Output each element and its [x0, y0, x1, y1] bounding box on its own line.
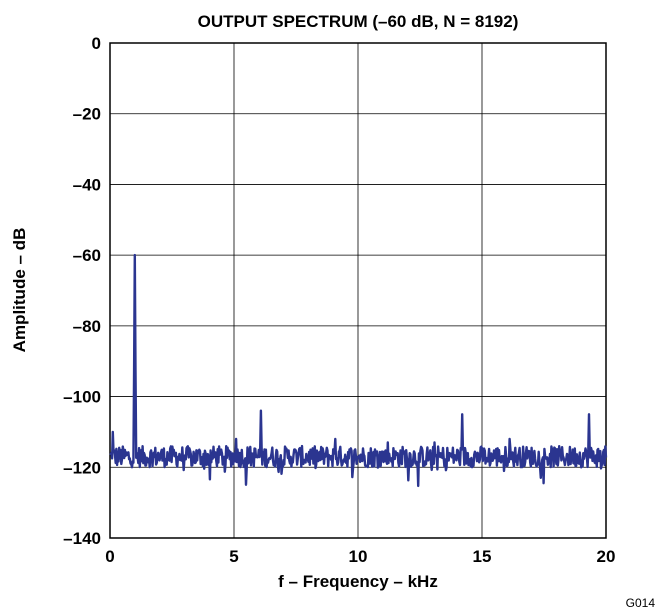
y-tick-label: –80 — [73, 317, 101, 336]
y-axis-tick-labels: 0 –20 –40 –60 –80 –100 –120 –140 — [63, 34, 101, 548]
y-tick-label: –100 — [63, 388, 101, 407]
chart-title: OUTPUT SPECTRUM (–60 dB, N = 8192) — [198, 12, 519, 31]
figure-code: G014 — [626, 596, 656, 610]
y-tick-label: –140 — [63, 529, 101, 548]
y-tick-label: –120 — [63, 458, 101, 477]
x-tick-label: 20 — [597, 547, 616, 566]
y-tick-label: –20 — [73, 105, 101, 124]
x-tick-label: 10 — [349, 547, 368, 566]
plot-area — [109, 42, 607, 539]
x-axis-label: f – Frequency – kHz — [278, 572, 438, 591]
x-tick-label: 15 — [473, 547, 492, 566]
x-axis-tick-labels: 0 5 10 15 20 — [105, 547, 615, 566]
x-tick-label: 0 — [105, 547, 114, 566]
y-tick-label: –40 — [73, 175, 101, 194]
y-axis-label: Amplitude – dB — [10, 228, 29, 353]
x-tick-label: 5 — [229, 547, 238, 566]
spectrum-series-line — [109, 253, 608, 488]
y-tick-label: –60 — [73, 246, 101, 265]
y-tick-label: 0 — [92, 34, 101, 53]
